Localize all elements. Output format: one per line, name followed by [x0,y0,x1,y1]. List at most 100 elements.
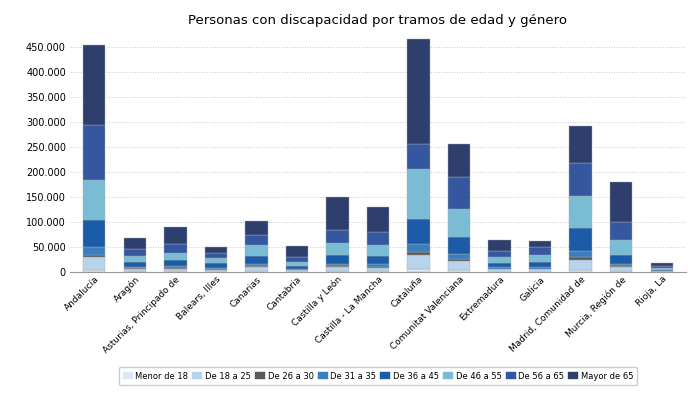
Bar [164,253,186,260]
Bar [367,207,389,232]
Bar [245,264,267,266]
Bar [489,269,511,272]
Bar [83,254,106,257]
Bar [610,182,632,222]
Bar [245,245,267,256]
Bar [610,271,632,272]
Bar [529,269,552,272]
Bar [367,264,389,267]
Bar [448,261,470,270]
Bar [204,247,227,253]
Bar [610,264,632,266]
Bar [83,180,106,220]
Bar [610,255,632,264]
Bar [83,44,106,124]
Bar [286,257,308,262]
Bar [124,238,146,249]
Bar [124,271,146,272]
Bar [610,222,632,240]
Bar [204,258,227,263]
Bar [124,268,146,269]
Bar [124,256,146,262]
Bar [570,251,592,257]
Bar [286,270,308,272]
Bar [650,266,673,268]
Bar [650,271,673,272]
Bar [367,232,389,245]
Bar [326,243,349,255]
Bar [407,218,430,244]
Bar [448,270,470,272]
Bar [164,271,186,272]
Bar [367,256,389,264]
Bar [164,244,186,253]
Bar [124,267,146,268]
Bar [448,236,470,254]
Bar [610,240,632,255]
Bar [407,268,430,272]
Bar [326,266,349,267]
Bar [367,245,389,256]
Bar [124,269,146,271]
Bar [407,244,430,252]
Bar [529,267,552,269]
Bar [245,266,267,267]
Bar [164,227,186,244]
Bar [489,257,511,263]
Bar [286,246,308,257]
Bar [245,267,267,271]
Bar [204,253,227,258]
Bar [367,271,389,272]
Bar [164,266,186,268]
Bar [204,269,227,270]
Bar [448,254,470,259]
Bar [650,268,673,270]
Bar [610,267,632,271]
Bar [448,259,470,261]
Bar [448,176,470,209]
Bar [489,251,511,257]
Bar [407,168,430,218]
Bar [286,266,308,269]
Bar [367,268,389,271]
Bar [610,266,632,267]
Bar [286,269,308,270]
Bar [570,257,592,260]
Bar [650,263,673,266]
Bar [407,144,430,168]
Bar [204,263,227,268]
Bar [448,144,470,176]
Bar [204,270,227,272]
Bar [570,228,592,251]
Bar [83,124,106,180]
Title: Personas con discapacidad por tramos de edad y género: Personas con discapacidad por tramos de … [188,14,568,27]
Bar [83,257,106,270]
Bar [83,247,106,254]
Bar [570,126,592,163]
Bar [407,38,430,144]
Bar [570,270,592,272]
Bar [367,266,389,268]
Bar [570,196,592,228]
Bar [326,267,349,271]
Bar [245,271,267,272]
Bar [164,268,186,271]
Bar [326,271,349,272]
Bar [529,247,552,255]
Bar [164,260,186,266]
Bar [570,163,592,196]
Bar [245,235,267,245]
Bar [245,221,267,235]
Bar [326,255,349,264]
Bar [570,260,592,270]
Bar [407,254,430,268]
Bar [83,270,106,272]
Bar [529,241,552,247]
Bar [489,267,511,269]
Legend: Menor de 18, De 18 a 25, De 26 a 30, De 31 a 35, De 36 a 45, De 46 a 55, De 56 a: Menor de 18, De 18 a 25, De 26 a 30, De … [118,367,638,385]
Bar [326,197,349,230]
Bar [326,264,349,266]
Bar [650,270,673,271]
Bar [489,240,511,251]
Bar [245,256,267,264]
